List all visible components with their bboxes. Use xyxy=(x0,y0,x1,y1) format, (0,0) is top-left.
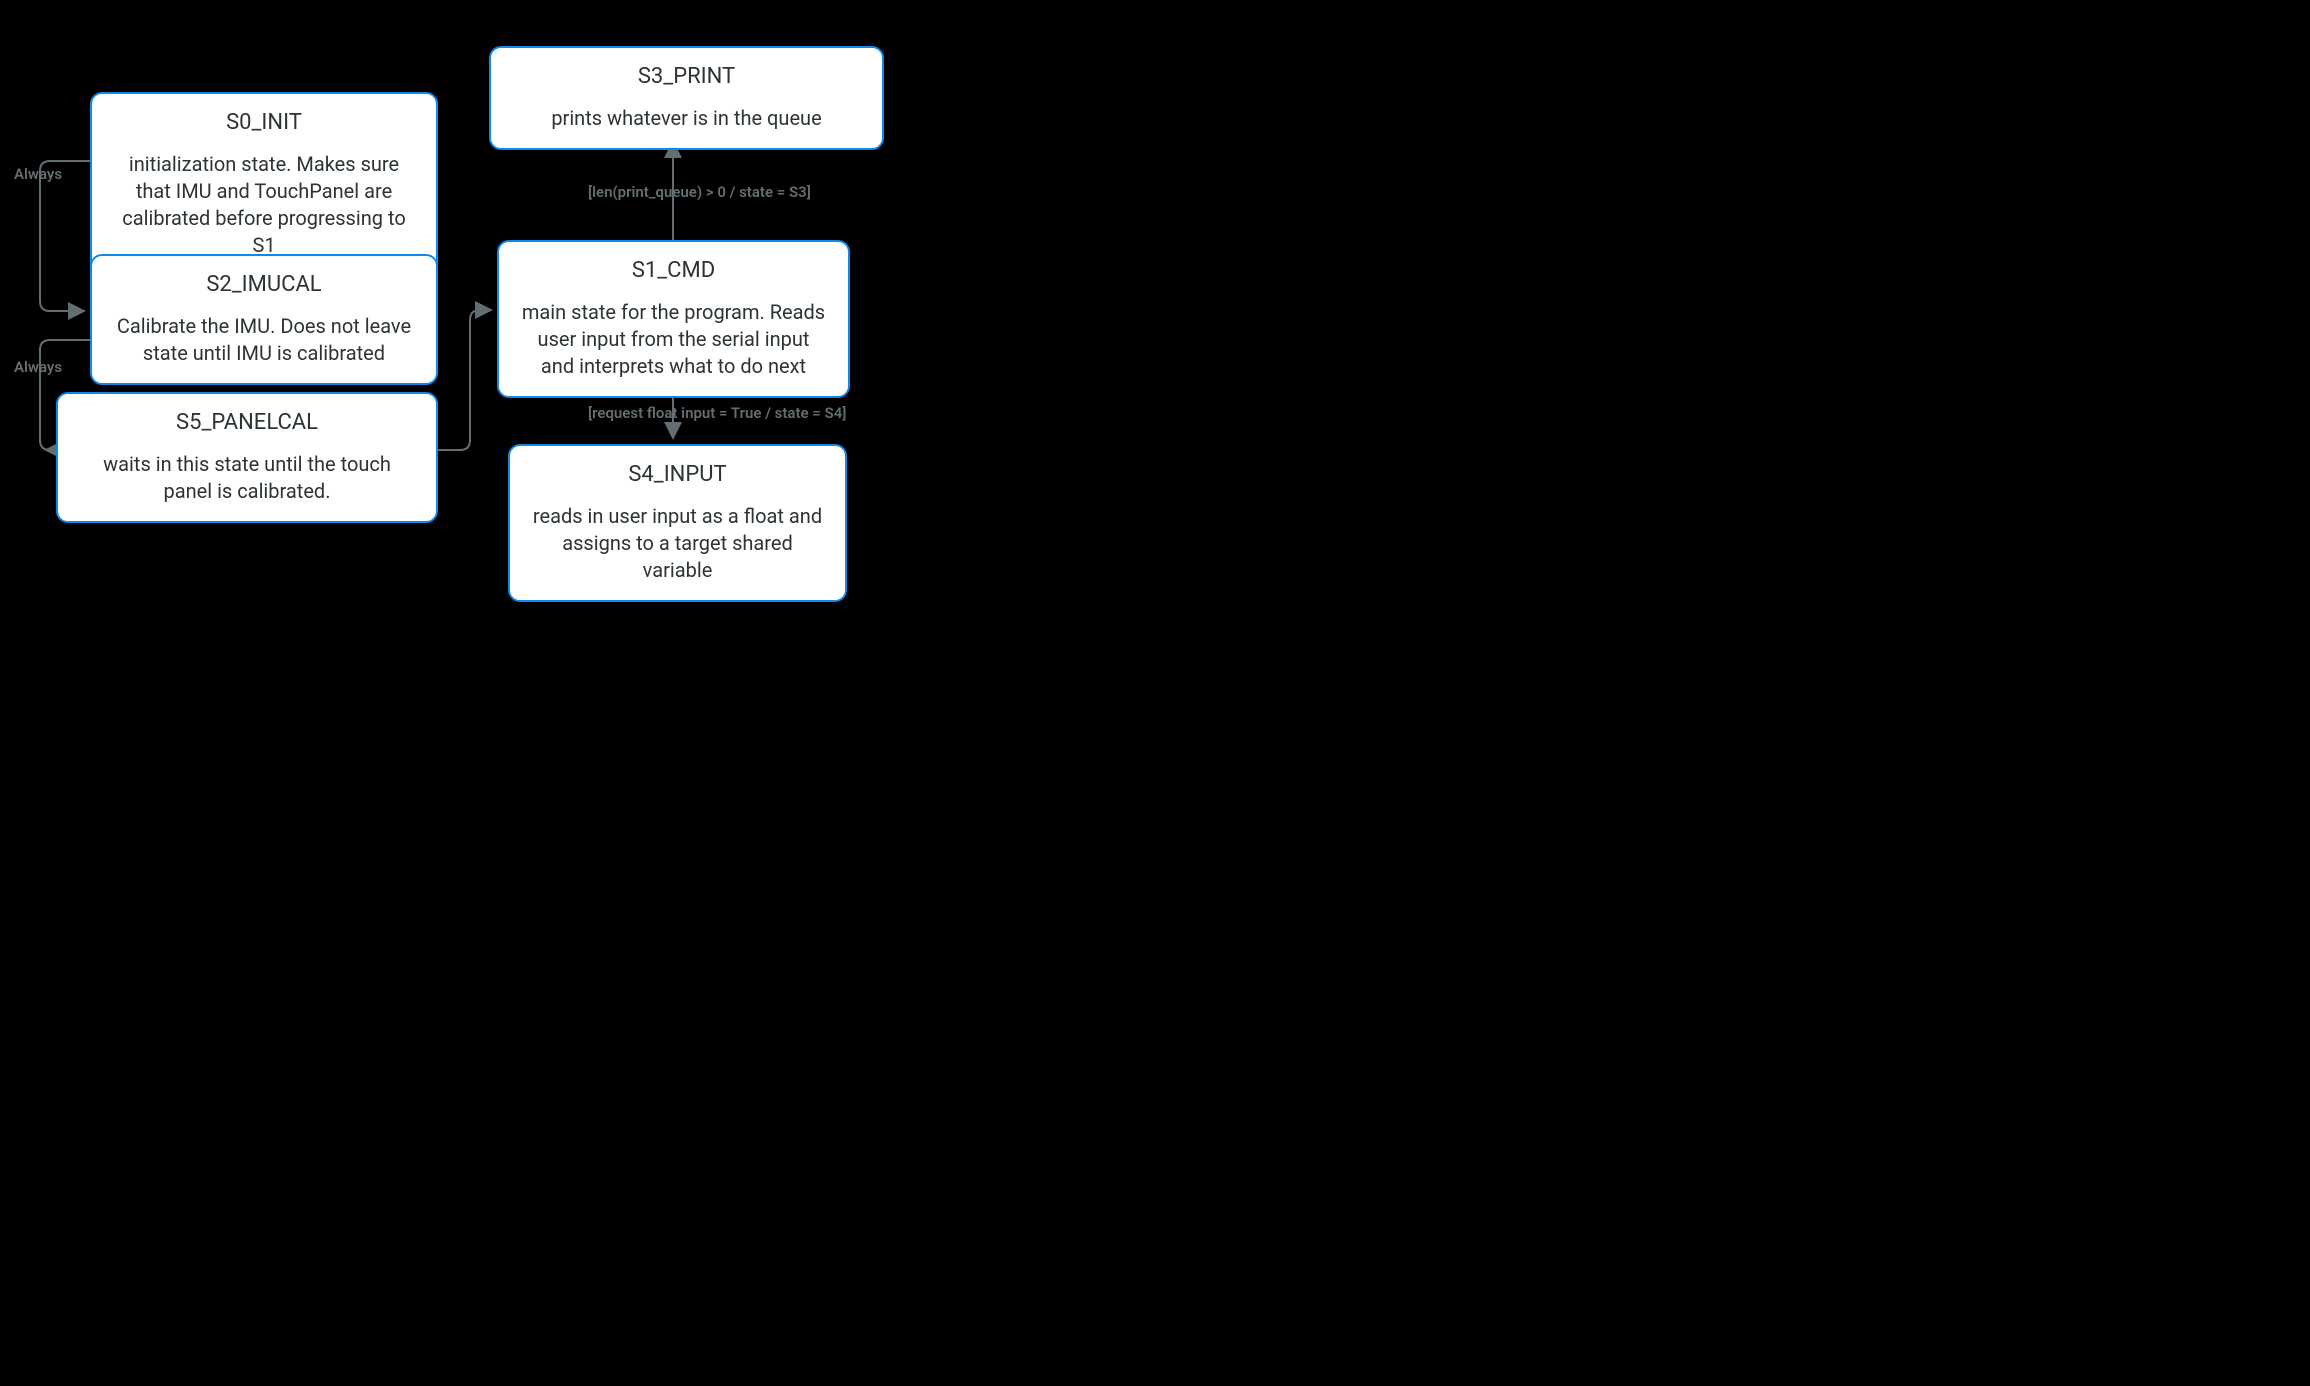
node-s1-cmd: S1_CMD main state for the program. Reads… xyxy=(497,240,850,398)
node-desc: Calibrate the IMU. Does not leave state … xyxy=(112,313,416,367)
edge-s0-s2 xyxy=(40,161,90,311)
edge-label-s2-s5: Always xyxy=(14,358,62,376)
node-title: S2_IMUCAL xyxy=(112,272,416,297)
edge-label-s1-s4: [request float input = True / state = S4… xyxy=(588,404,846,422)
node-s0-init: S0_INIT initialization state. Makes sure… xyxy=(90,92,438,277)
node-desc: waits in this state until the touch pane… xyxy=(78,451,416,505)
node-desc: main state for the program. Reads user i… xyxy=(519,299,828,380)
node-desc: reads in user input as a float and assig… xyxy=(530,503,825,584)
edge-label-s0-s2: Always xyxy=(14,165,62,183)
node-desc: initialization state. Makes sure that IM… xyxy=(112,151,416,259)
node-title: S3_PRINT xyxy=(511,64,862,89)
node-desc: prints whatever is in the queue xyxy=(511,105,862,132)
node-title: S5_PANELCAL xyxy=(78,410,416,435)
edge-s5-s1 xyxy=(438,310,489,450)
node-s5-panelcal: S5_PANELCAL waits in this state until th… xyxy=(56,392,438,523)
node-title: S1_CMD xyxy=(519,258,828,283)
edge-label-s1-s3: [len(print_queue) > 0 / state = S3] xyxy=(588,183,811,201)
node-s4-input: S4_INPUT reads in user input as a float … xyxy=(508,444,847,602)
node-s3-print: S3_PRINT prints whatever is in the queue xyxy=(489,46,884,150)
node-title: S4_INPUT xyxy=(530,462,825,487)
node-title: S0_INIT xyxy=(112,110,416,135)
node-s2-imucal: S2_IMUCAL Calibrate the IMU. Does not le… xyxy=(90,254,438,385)
